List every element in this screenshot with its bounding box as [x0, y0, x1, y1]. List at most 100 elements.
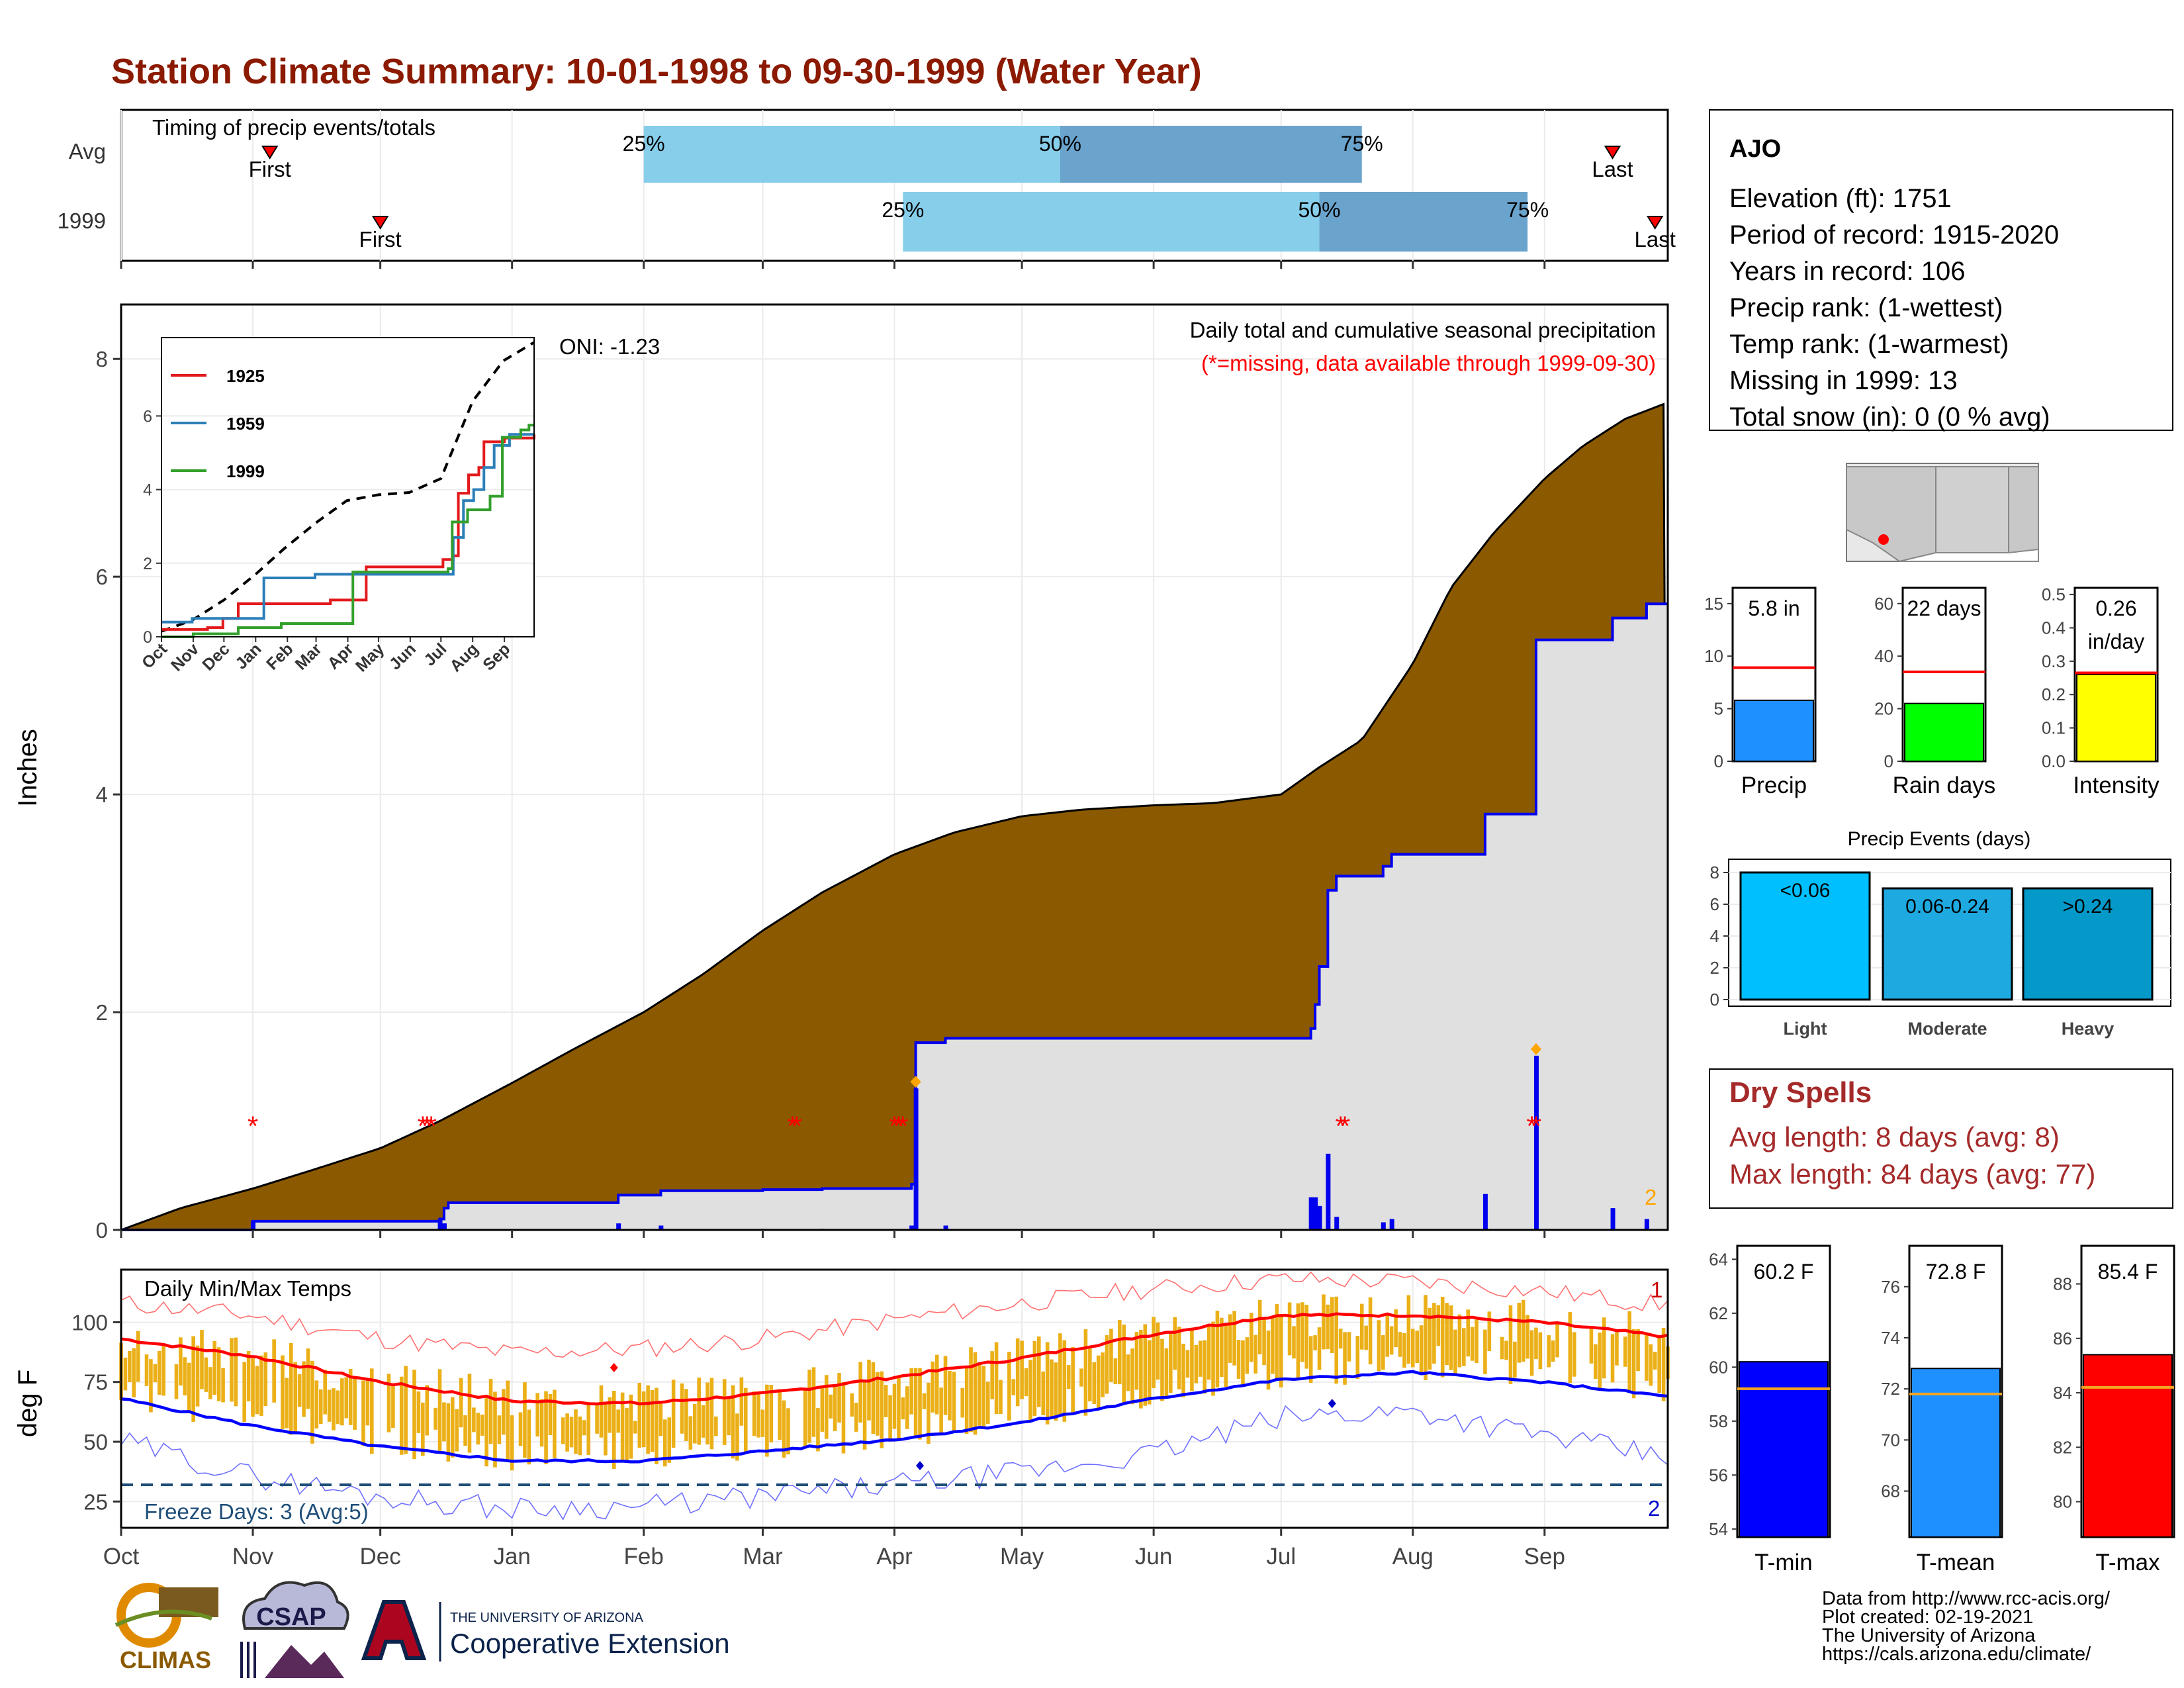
timing-bar-lower — [903, 192, 1320, 252]
daily-temp-bar — [1215, 1311, 1220, 1387]
daily-temp-bar — [1250, 1313, 1253, 1362]
daily-temp-bar — [1317, 1327, 1322, 1370]
ua-a-icon — [361, 1600, 427, 1660]
daily-temp-bar — [480, 1414, 484, 1436]
daily-temp-bar — [1419, 1325, 1424, 1373]
daily-temp-bar — [1466, 1309, 1471, 1357]
daily-temp-bar — [1649, 1344, 1653, 1386]
daily-temp-bar — [1500, 1336, 1504, 1360]
daily-temp-bar — [399, 1376, 404, 1455]
temp-bar-y-tick-label: 86 — [2053, 1329, 2072, 1348]
month-tick-label: Dec — [360, 1544, 401, 1570]
timing-pct-label: 75% — [1341, 132, 1383, 156]
timing-row-year-label: 1999 — [58, 209, 106, 233]
daily-temp-bar — [1432, 1303, 1436, 1364]
daily-temp-bar — [1445, 1303, 1449, 1366]
daily-temp-bar — [1424, 1295, 1428, 1380]
month-tick-label: Nov — [232, 1544, 274, 1570]
inset-y-tick-label: 0 — [143, 628, 152, 647]
daily-temp-bar — [816, 1408, 820, 1452]
daily-temp-bar — [281, 1355, 285, 1429]
daily-precip-bar — [1334, 1217, 1340, 1230]
daily-temp-bar — [765, 1384, 769, 1457]
daily-temp-bar — [332, 1388, 336, 1430]
last-event-label: Last — [1635, 227, 1676, 252]
daily-temp-bar — [824, 1375, 829, 1439]
inset-frame-bg — [161, 337, 535, 637]
temp-bar-value: 60.2 F — [1754, 1260, 1814, 1284]
daily-temp-bar — [1534, 1327, 1538, 1360]
locator-map — [1846, 463, 2039, 562]
daily-temp-bar — [183, 1357, 187, 1395]
csap-bars-icon — [240, 1642, 256, 1678]
daily-temp-bar — [1547, 1335, 1551, 1368]
daily-temp-bar — [1236, 1340, 1241, 1379]
summary-y-tick-label: 0.3 — [2042, 651, 2066, 671]
daily-temp-bar — [1203, 1340, 1206, 1394]
daily-temp-bar — [404, 1366, 408, 1454]
daily-temp-bar — [1015, 1338, 1020, 1407]
daily-temp-bar — [544, 1391, 548, 1464]
daily-temp-bar — [314, 1380, 319, 1429]
missing-data-marker: * — [1531, 1111, 1541, 1142]
daily-precip-bar — [1326, 1153, 1331, 1230]
daily-precip-bar — [1389, 1219, 1394, 1230]
month-tick-label: Apr — [876, 1544, 913, 1570]
missing-data-marker: * — [1340, 1111, 1350, 1142]
daily-temp-bar — [391, 1384, 395, 1429]
daily-temp-bar — [756, 1391, 760, 1438]
footer-credits: Data from http://www.rcc-acis.org/ Plot … — [1822, 1588, 2111, 1665]
daily-temp-bar — [1517, 1303, 1522, 1363]
daily-temp-bar — [1071, 1346, 1075, 1415]
daily-temp-bar — [212, 1340, 217, 1395]
last-event-marker — [1604, 146, 1621, 160]
daily-temp-bar — [1661, 1327, 1666, 1401]
daily-temp-bar — [340, 1378, 344, 1426]
daily-temp-bar — [1101, 1352, 1105, 1397]
daily-temp-bar — [1257, 1299, 1262, 1354]
temp-bar-y-tick-label: 88 — [2053, 1274, 2072, 1294]
csap-logo-text: CSAP — [256, 1603, 326, 1631]
climas-logo: CLIMAS — [114, 1583, 218, 1673]
timing-pct-label: 50% — [1298, 198, 1341, 222]
daily-temp-bar — [425, 1385, 430, 1436]
month-tick-label: Jun — [1135, 1544, 1172, 1570]
daily-temp-bar — [735, 1413, 739, 1461]
daily-temp-bar — [437, 1369, 442, 1451]
missing-data-markers: * *** ** *** ** ** — [248, 1111, 1541, 1142]
daily-temp-bar — [369, 1368, 374, 1454]
daily-temp-bar — [612, 1391, 616, 1469]
temp-bar-y-tick-label: 74 — [1881, 1328, 1900, 1348]
month-tick-label: Mar — [743, 1544, 783, 1570]
daily-temp-bar — [1364, 1325, 1368, 1350]
daily-temp-bar — [149, 1359, 153, 1413]
daily-temp-bar — [1271, 1317, 1275, 1374]
daily-temp-bar — [969, 1347, 973, 1432]
daily-temp-bar — [1657, 1338, 1661, 1393]
inset-series-line — [161, 433, 534, 624]
daily-temp-bar — [641, 1391, 646, 1448]
daily-temp-bar — [518, 1412, 523, 1446]
daily-temp-bar — [999, 1380, 1003, 1415]
csap-mountain-icon — [265, 1645, 344, 1678]
temp-y-tick-label: 75 — [83, 1370, 108, 1395]
daily-temp-bar — [1079, 1368, 1083, 1387]
timing-bar-lower — [643, 126, 1060, 183]
daily-temp-bar — [1092, 1362, 1097, 1405]
daily-temp-bar — [221, 1368, 225, 1403]
daily-temp-bar — [629, 1394, 633, 1459]
events-bar-label: 0.06-0.24 — [1905, 896, 1989, 917]
daily-temp-bar — [421, 1402, 425, 1456]
daily-temp-bar — [701, 1405, 705, 1438]
events-bar — [1739, 871, 1871, 1001]
summary-bar — [1904, 702, 1984, 762]
daily-temp-bar — [1389, 1326, 1394, 1355]
daily-temp-bar — [994, 1342, 999, 1415]
daily-precip-bar — [943, 1225, 948, 1230]
observed-cumulative-line — [121, 602, 1668, 1231]
precip-summary-bars: 5.8 in 0 5 10 15 Precip 22 days 0 20 40 60 Rain day… — [1704, 585, 2160, 798]
daily-temp-bar — [731, 1385, 735, 1459]
record-high-rank: 1 — [1651, 1278, 1662, 1302]
station-line: Precip rank: (1-wettest) — [1729, 293, 2003, 322]
footer-line: https://cals.arizona.edu/climate/ — [1822, 1644, 2091, 1665]
